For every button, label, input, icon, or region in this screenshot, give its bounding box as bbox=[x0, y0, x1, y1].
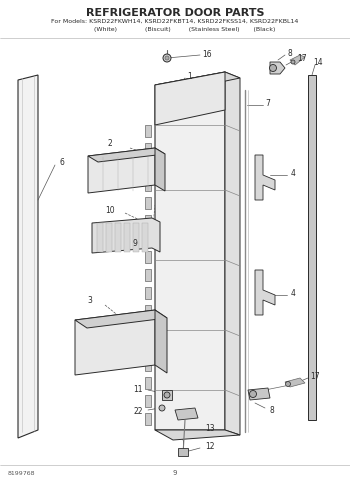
Circle shape bbox=[286, 382, 290, 386]
Polygon shape bbox=[133, 223, 139, 252]
Polygon shape bbox=[145, 161, 151, 173]
Polygon shape bbox=[75, 310, 167, 328]
Polygon shape bbox=[142, 223, 148, 252]
Polygon shape bbox=[145, 359, 151, 371]
Text: 4: 4 bbox=[290, 288, 295, 298]
Text: 14: 14 bbox=[313, 57, 323, 67]
Polygon shape bbox=[225, 72, 240, 435]
Text: 16: 16 bbox=[202, 49, 212, 58]
Text: 8: 8 bbox=[288, 48, 292, 57]
Polygon shape bbox=[290, 55, 305, 65]
Polygon shape bbox=[155, 72, 225, 125]
Polygon shape bbox=[145, 233, 151, 245]
Polygon shape bbox=[270, 62, 285, 74]
Polygon shape bbox=[145, 341, 151, 353]
Text: 8: 8 bbox=[270, 406, 274, 414]
Polygon shape bbox=[88, 148, 165, 162]
Polygon shape bbox=[145, 269, 151, 281]
Text: 12: 12 bbox=[205, 441, 215, 451]
Polygon shape bbox=[145, 413, 151, 425]
Text: 1: 1 bbox=[188, 71, 193, 81]
Circle shape bbox=[250, 390, 257, 398]
Text: 7: 7 bbox=[266, 99, 271, 108]
Polygon shape bbox=[145, 215, 151, 227]
Polygon shape bbox=[162, 390, 172, 400]
Polygon shape bbox=[155, 148, 165, 191]
Text: 8199768: 8199768 bbox=[8, 471, 35, 476]
Polygon shape bbox=[145, 197, 151, 209]
Polygon shape bbox=[145, 377, 151, 389]
Polygon shape bbox=[255, 270, 275, 315]
Text: 17: 17 bbox=[297, 54, 307, 62]
Polygon shape bbox=[178, 448, 188, 456]
Polygon shape bbox=[155, 310, 167, 373]
Polygon shape bbox=[145, 143, 151, 155]
Text: REFRIGERATOR DOOR PARTS: REFRIGERATOR DOOR PARTS bbox=[86, 8, 264, 18]
Polygon shape bbox=[145, 179, 151, 191]
Polygon shape bbox=[88, 148, 155, 193]
Text: For Models: KSRD22FKWH14, KSRD22FKBT14, KSRD22FKSS14, KSRD22FKBL14: For Models: KSRD22FKWH14, KSRD22FKBT14, … bbox=[51, 19, 299, 24]
Polygon shape bbox=[106, 223, 112, 252]
Circle shape bbox=[159, 405, 165, 411]
Text: 9: 9 bbox=[173, 470, 177, 476]
Text: 10: 10 bbox=[105, 205, 115, 214]
Polygon shape bbox=[175, 408, 198, 420]
Text: 13: 13 bbox=[205, 424, 215, 432]
Polygon shape bbox=[145, 251, 151, 263]
Circle shape bbox=[270, 65, 276, 71]
Polygon shape bbox=[155, 72, 225, 430]
Polygon shape bbox=[155, 72, 240, 92]
Polygon shape bbox=[255, 155, 275, 200]
Text: 17: 17 bbox=[310, 371, 320, 381]
Polygon shape bbox=[115, 223, 121, 252]
Polygon shape bbox=[75, 310, 155, 375]
Polygon shape bbox=[97, 223, 103, 252]
Circle shape bbox=[165, 56, 169, 60]
Polygon shape bbox=[155, 430, 240, 440]
Text: 22: 22 bbox=[133, 407, 143, 415]
Text: 3: 3 bbox=[88, 296, 92, 304]
Text: (White)              (Biscuit)         (Stainless Steel)       (Black): (White) (Biscuit) (Stainless Steel) (Bla… bbox=[74, 27, 276, 32]
Circle shape bbox=[163, 54, 171, 62]
Polygon shape bbox=[285, 378, 305, 387]
Text: 4: 4 bbox=[290, 169, 295, 177]
Circle shape bbox=[291, 60, 295, 64]
Polygon shape bbox=[145, 395, 151, 407]
Polygon shape bbox=[145, 323, 151, 335]
Text: 6: 6 bbox=[60, 157, 64, 167]
Text: 2: 2 bbox=[108, 139, 112, 147]
Polygon shape bbox=[308, 75, 316, 420]
Polygon shape bbox=[124, 223, 130, 252]
Polygon shape bbox=[92, 218, 160, 253]
Text: 11: 11 bbox=[133, 384, 143, 394]
Polygon shape bbox=[145, 287, 151, 299]
Polygon shape bbox=[18, 75, 38, 438]
Text: 9: 9 bbox=[133, 239, 138, 247]
Polygon shape bbox=[248, 388, 270, 400]
Polygon shape bbox=[145, 305, 151, 317]
Polygon shape bbox=[145, 125, 151, 137]
Circle shape bbox=[164, 392, 170, 398]
